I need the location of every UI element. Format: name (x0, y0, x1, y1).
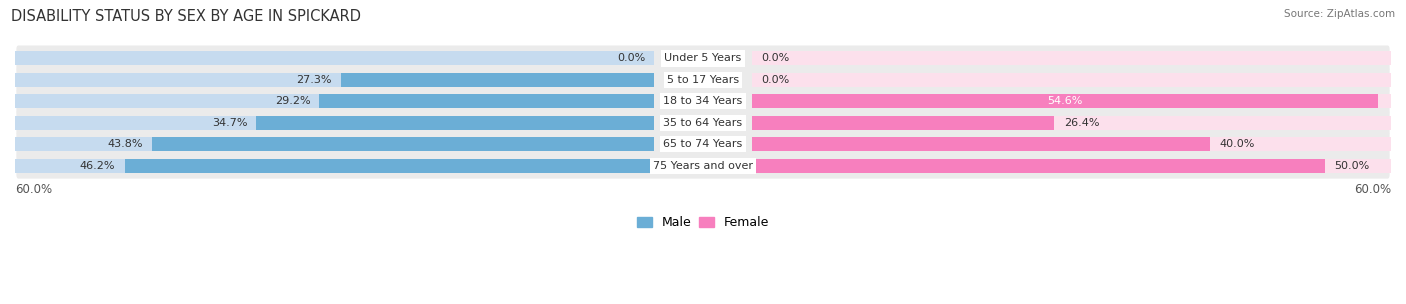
Text: 0.0%: 0.0% (761, 54, 789, 64)
Bar (15, 94, 654, 108)
Text: 60.0%: 60.0% (15, 183, 52, 196)
Bar (15, 116, 654, 130)
Bar (752, 116, 1054, 130)
Text: 27.3%: 27.3% (297, 75, 332, 85)
Text: 65 to 74 Years: 65 to 74 Years (664, 139, 742, 149)
Text: 50.0%: 50.0% (1334, 161, 1369, 171)
Text: 54.6%: 54.6% (1047, 96, 1083, 106)
Bar (752, 51, 1391, 65)
Bar (15, 159, 654, 173)
Bar (15, 51, 654, 65)
Text: 43.8%: 43.8% (107, 139, 143, 149)
Bar (752, 73, 1391, 87)
Text: 35 to 64 Years: 35 to 64 Years (664, 118, 742, 128)
FancyBboxPatch shape (17, 131, 1389, 157)
FancyBboxPatch shape (17, 46, 1389, 71)
FancyBboxPatch shape (17, 110, 1389, 136)
Bar (256, 116, 654, 130)
Bar (752, 137, 1211, 151)
Bar (15, 137, 654, 151)
Text: 18 to 34 Years: 18 to 34 Years (664, 96, 742, 106)
Bar (319, 94, 654, 108)
Text: 40.0%: 40.0% (1219, 139, 1256, 149)
Text: 26.4%: 26.4% (1063, 118, 1099, 128)
Text: 75 Years and over: 75 Years and over (652, 161, 754, 171)
Legend: Male, Female: Male, Female (631, 211, 775, 234)
Bar (752, 94, 1378, 108)
Bar (152, 137, 654, 151)
Text: 29.2%: 29.2% (274, 96, 311, 106)
Text: 46.2%: 46.2% (80, 161, 115, 171)
Text: 60.0%: 60.0% (1354, 183, 1391, 196)
Bar (752, 159, 1391, 173)
Bar (342, 73, 654, 87)
Text: 5 to 17 Years: 5 to 17 Years (666, 75, 740, 85)
Text: 0.0%: 0.0% (617, 54, 645, 64)
Bar (15, 73, 654, 87)
FancyBboxPatch shape (17, 67, 1389, 93)
FancyBboxPatch shape (17, 153, 1389, 179)
Bar (752, 94, 1391, 108)
Bar (752, 159, 1324, 173)
Text: 0.0%: 0.0% (761, 75, 789, 85)
FancyBboxPatch shape (17, 88, 1389, 114)
Text: DISABILITY STATUS BY SEX BY AGE IN SPICKARD: DISABILITY STATUS BY SEX BY AGE IN SPICK… (11, 9, 361, 24)
Text: Source: ZipAtlas.com: Source: ZipAtlas.com (1284, 9, 1395, 19)
Text: 34.7%: 34.7% (212, 118, 247, 128)
Bar (125, 159, 654, 173)
Bar (752, 137, 1391, 151)
Text: Under 5 Years: Under 5 Years (665, 54, 741, 64)
Bar (752, 116, 1391, 130)
